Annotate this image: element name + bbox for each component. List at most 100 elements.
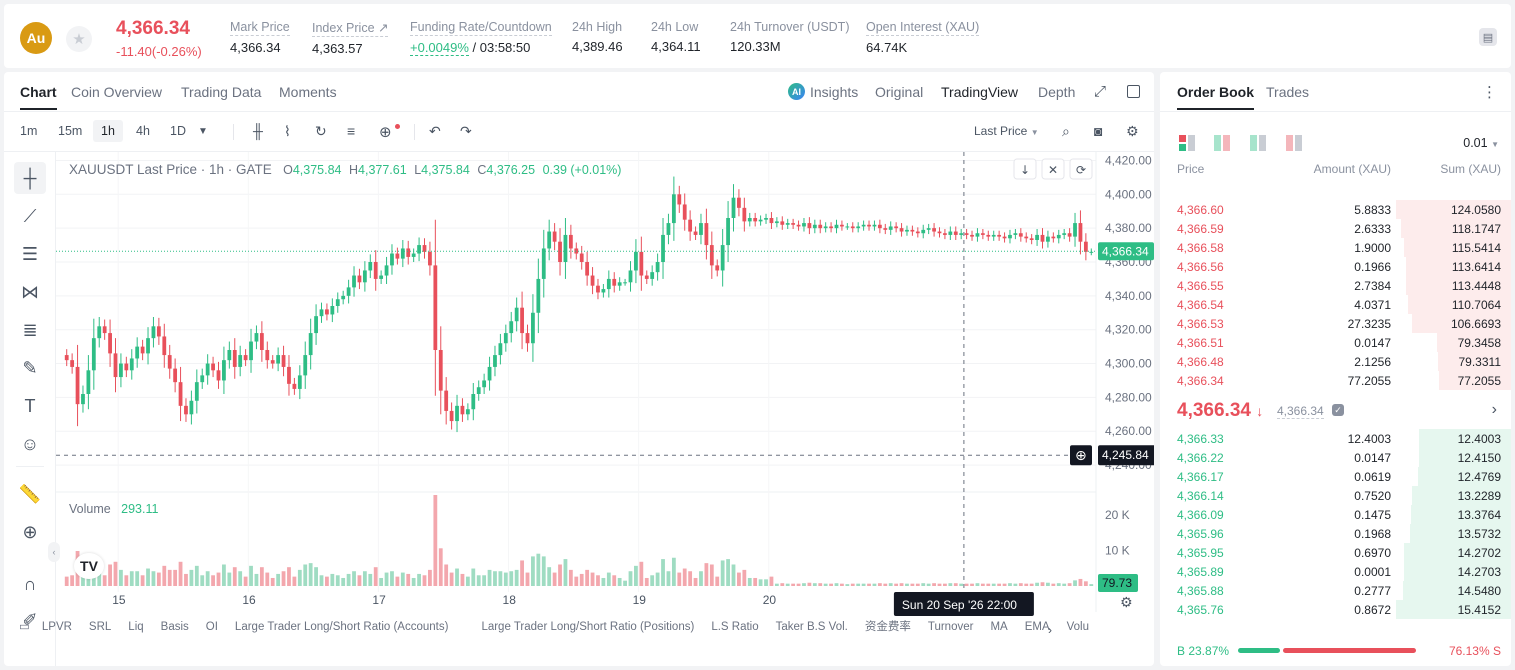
settings-gear-icon[interactable]: ⚙	[1126, 123, 1139, 139]
contract-info-icon[interactable]: ▤	[1479, 28, 1497, 46]
ask-row[interactable]: 4,366.55 2.7384 113.4448	[1160, 276, 1511, 295]
tab-trading-data[interactable]: Trading Data	[181, 84, 262, 100]
chevron-right-icon[interactable]: ›	[1491, 401, 1497, 418]
bid-row[interactable]: 4,365.89 0.0001 14.2703	[1160, 562, 1511, 581]
bid-row[interactable]: 4,365.95 0.6970 14.2702	[1160, 543, 1511, 562]
indicator-shortcut[interactable]: 资金费率	[864, 621, 911, 633]
indicator-shortcut[interactable]: EMA	[1024, 621, 1050, 633]
window-icon[interactable]	[1127, 85, 1140, 98]
axis-settings-icon[interactable]: ⚙	[1120, 595, 1133, 611]
view-both-alt-icon[interactable]	[1214, 135, 1230, 151]
ask-row[interactable]: 4,366.48 2.1256 79.3311	[1160, 352, 1511, 371]
timeframe-1m[interactable]: 1m	[20, 124, 38, 138]
mid-mark-price[interactable]: 4,366.34	[1277, 404, 1324, 419]
stat-label[interactable]: Mark Price	[230, 20, 290, 36]
ruler-icon[interactable]: 📏	[18, 483, 42, 504]
bid-row[interactable]: 4,365.96 0.1968 13.5732	[1160, 524, 1511, 543]
indicator-shortcut[interactable]: Large Trader Long/Short Ratio (Positions…	[481, 621, 695, 633]
ask-row[interactable]: 4,366.51 0.0147 79.3458	[1160, 333, 1511, 352]
tab-moments[interactable]: Moments	[279, 84, 337, 100]
indicator-shortcut[interactable]: Volu	[1066, 621, 1090, 633]
text-tool-icon[interactable]: T	[24, 395, 36, 416]
view-tradingview[interactable]: TradingView	[941, 84, 1019, 100]
candle-type-icon[interactable]: ╫	[253, 123, 263, 139]
redo-icon[interactable]: ↷	[460, 123, 472, 139]
candlestick-chart[interactable]: 4,240.004,260.004,280.004,300.004,320.00…	[56, 152, 1154, 666]
indicator-shortcut[interactable]: SRL	[88, 621, 112, 633]
horizontal-lines-icon[interactable]: ☰	[21, 243, 39, 264]
timeframe-dropdown-icon[interactable]: ▼	[198, 126, 208, 137]
brush-icon[interactable]: ✎	[22, 357, 38, 378]
pencil-lock-icon[interactable]: ✐	[22, 609, 38, 630]
maximize-icon-button[interactable]	[1069, 158, 1093, 180]
compare-icon[interactable]: ↻	[315, 123, 327, 139]
pattern-icon[interactable]: ⋈	[21, 281, 39, 302]
indicator-pin-icon[interactable]: ▭	[19, 621, 30, 633]
ask-row[interactable]: 4,366.56 0.1966 113.6414	[1160, 257, 1511, 276]
tab-trades[interactable]: Trades	[1266, 84, 1310, 100]
stat-label[interactable]: Funding Rate/Countdown	[410, 20, 552, 36]
add-alert-button[interactable]	[1070, 445, 1092, 466]
fib-retracement-icon[interactable]: ≣	[22, 319, 38, 340]
timeframe-15m[interactable]: 15m	[58, 124, 83, 138]
trend-line-icon[interactable]: ⟋	[23, 205, 37, 226]
ask-row[interactable]: 4,366.54 4.0371 110.7064	[1160, 295, 1511, 314]
magnet-icon[interactable]: ∩	[23, 573, 37, 594]
screenshot-icon[interactable]: ◙	[1094, 123, 1103, 139]
view-bids-icon[interactable]	[1250, 135, 1266, 151]
timeframe-1h[interactable]: 1h	[93, 120, 123, 142]
collapse-icon-button[interactable]	[1041, 158, 1065, 180]
bid-row[interactable]: 4,366.14 0.7520 13.2289	[1160, 486, 1511, 505]
bid-row[interactable]: 4,365.88 0.2777 14.5480	[1160, 581, 1511, 600]
indicator-shortcut[interactable]: L.S Ratio	[711, 621, 759, 633]
funding-rate-value[interactable]: +0.0049%	[410, 40, 469, 56]
tab-order-book[interactable]: Order Book	[1177, 84, 1255, 110]
chevron-right-icon[interactable]: ›	[1048, 623, 1052, 637]
ask-row[interactable]: 4,366.60 5.8833 124.0580	[1160, 200, 1511, 219]
favorite-star-icon[interactable]: ★	[66, 26, 92, 52]
view-asks-icon[interactable]	[1286, 135, 1302, 151]
undo-icon[interactable]: ↶	[429, 123, 441, 139]
ask-row[interactable]: 4,366.34 77.2055 77.2055	[1160, 371, 1511, 390]
indicators-icon[interactable]: ⌇	[284, 123, 291, 139]
ask-row[interactable]: 4,366.58 1.9000 115.5414	[1160, 238, 1511, 257]
timeframe-4h[interactable]: 4h	[136, 124, 150, 138]
down-arrow-icon-button[interactable]	[1013, 158, 1037, 180]
zoom-in-icon[interactable]: ⊕	[22, 521, 38, 542]
collapse-toolbar-icon[interactable]: ‹	[48, 542, 60, 562]
indicator-shortcut[interactable]: LPVR	[41, 621, 72, 633]
expand-icon[interactable]: ⤢	[1094, 83, 1107, 100]
precision-select[interactable]: 0.01 ▼	[1463, 136, 1499, 150]
view-insights[interactable]: Insights	[810, 84, 859, 100]
stat-label[interactable]: Index Price ↗	[312, 21, 389, 37]
add-alert-icon[interactable]: ⊕	[379, 124, 392, 141]
tab-coin-overview[interactable]: Coin Overview	[71, 84, 163, 100]
bid-row[interactable]: 4,366.17 0.0619 12.4769	[1160, 467, 1511, 486]
more-options-icon[interactable]: ⋮	[1482, 84, 1497, 101]
indicator-shortcut[interactable]: Basis	[160, 621, 189, 633]
crosshair-icon[interactable]: ┼	[14, 162, 46, 194]
indicator-shortcut[interactable]: Taker B.S Vol.	[775, 621, 848, 633]
indicator-shortcut[interactable]: Liq	[128, 621, 144, 633]
ask-row[interactable]: 4,366.53 27.3235 106.6693	[1160, 314, 1511, 333]
bid-row[interactable]: 4,366.22 0.0147 12.4150	[1160, 448, 1511, 467]
ask-row[interactable]: 4,366.59 2.6333 118.1747	[1160, 219, 1511, 238]
emoji-icon[interactable]: ☺	[20, 433, 40, 454]
bid-row[interactable]: 4,365.76 0.8672 15.4152	[1160, 600, 1511, 619]
indicator-shortcut[interactable]: Large Trader Long/Short Ratio (Accounts)	[234, 621, 449, 633]
mid-price[interactable]: 4,366.34 ↓	[1177, 400, 1264, 421]
tab-chart[interactable]: Chart	[20, 84, 57, 110]
view-both-icon[interactable]	[1179, 135, 1195, 151]
bid-row[interactable]: 4,366.09 0.1475 13.3764	[1160, 505, 1511, 524]
indicator-shortcut[interactable]: MA	[990, 621, 1008, 633]
view-original[interactable]: Original	[875, 84, 924, 100]
ai-insights-icon[interactable]: AI	[788, 83, 805, 100]
stat-label[interactable]: Open Interest (XAU)	[866, 20, 980, 36]
timeframe-1d[interactable]: 1D	[170, 124, 186, 138]
templates-icon[interactable]: ≡	[347, 123, 356, 139]
indicator-shortcut[interactable]: OI	[205, 621, 218, 633]
view-depth[interactable]: Depth	[1038, 84, 1076, 100]
price-source-select[interactable]: Last Price ▼	[968, 124, 1045, 138]
indicator-shortcut[interactable]: Turnover	[927, 621, 974, 633]
search-icon[interactable]: ⌕	[1062, 123, 1070, 139]
